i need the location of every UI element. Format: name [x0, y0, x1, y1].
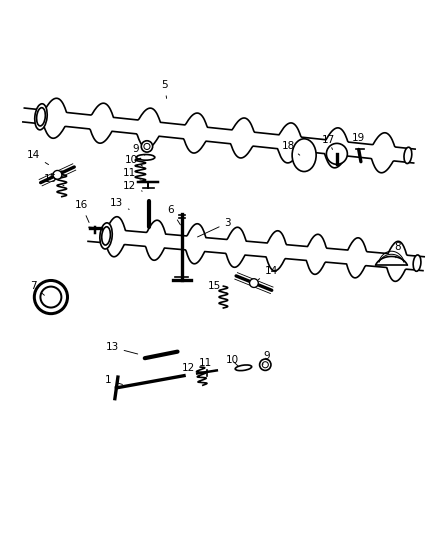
Text: 3: 3: [198, 218, 231, 237]
Ellipse shape: [404, 147, 412, 164]
Text: 12: 12: [182, 363, 201, 374]
Text: 7: 7: [30, 281, 44, 295]
Text: 1: 1: [104, 375, 123, 385]
Circle shape: [34, 280, 67, 313]
Circle shape: [262, 362, 268, 368]
Circle shape: [326, 143, 347, 164]
Text: 10: 10: [125, 155, 143, 166]
Text: 10: 10: [226, 356, 239, 366]
Ellipse shape: [292, 139, 316, 172]
Text: 11: 11: [199, 358, 215, 370]
Text: 19: 19: [352, 133, 365, 149]
Text: 12: 12: [123, 181, 142, 191]
Text: 14: 14: [27, 150, 49, 165]
Text: 14: 14: [258, 266, 278, 280]
Text: 13: 13: [106, 342, 138, 354]
Text: 15: 15: [208, 281, 228, 294]
Ellipse shape: [100, 223, 112, 249]
Polygon shape: [376, 256, 407, 265]
Text: 9: 9: [263, 351, 270, 365]
Ellipse shape: [102, 227, 110, 245]
Ellipse shape: [235, 365, 252, 370]
Polygon shape: [23, 98, 415, 173]
Text: 11: 11: [123, 168, 141, 179]
Text: 17: 17: [321, 135, 335, 149]
Ellipse shape: [137, 155, 155, 160]
Text: 18: 18: [282, 141, 300, 155]
Circle shape: [40, 287, 61, 308]
Circle shape: [260, 359, 271, 370]
Polygon shape: [88, 217, 424, 281]
Ellipse shape: [413, 255, 421, 271]
Circle shape: [141, 141, 152, 152]
Text: 6: 6: [168, 205, 180, 225]
Ellipse shape: [37, 108, 45, 126]
Text: 13: 13: [110, 198, 129, 209]
Ellipse shape: [35, 104, 47, 130]
Circle shape: [53, 171, 62, 179]
Text: 16: 16: [75, 200, 89, 222]
Text: 8: 8: [395, 242, 401, 258]
Text: 5: 5: [161, 80, 168, 99]
Text: 15: 15: [44, 174, 64, 185]
Circle shape: [250, 279, 258, 287]
Text: 9: 9: [133, 143, 145, 155]
Circle shape: [144, 143, 150, 149]
